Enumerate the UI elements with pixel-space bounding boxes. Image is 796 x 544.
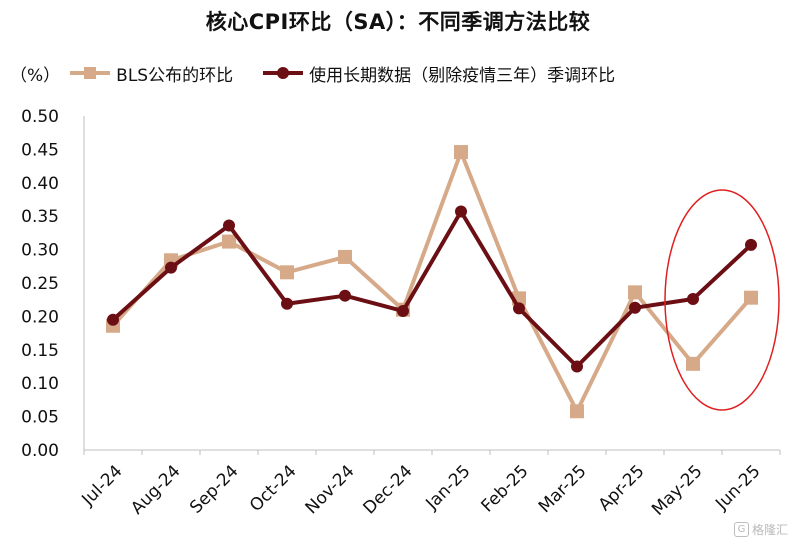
x-tick-label: Apr-25 — [595, 461, 649, 515]
data-point-bls — [686, 356, 700, 371]
data-point-bls — [280, 265, 294, 280]
data-point-long-term — [629, 301, 641, 314]
data-point-bls — [570, 404, 584, 419]
legend-item-bls: BLS公布的环比 — [70, 61, 233, 86]
data-point-bls — [454, 145, 468, 160]
x-tick-label: Jan-25 — [422, 461, 475, 514]
data-point-long-term — [687, 293, 699, 306]
data-point-long-term — [281, 297, 293, 310]
chart-legend: （%） BLS公布的环比 使用长期数据（剔除疫情三年）季调环比 — [10, 56, 615, 90]
y-tick-label: 0.50 — [21, 107, 59, 127]
y-tick-label: 0.05 — [21, 408, 59, 428]
y-tick-label: 0.15 — [21, 341, 59, 361]
data-point-long-term — [107, 313, 119, 326]
x-tick-label: Mar-25 — [535, 461, 591, 517]
data-point-long-term — [571, 360, 583, 373]
watermark-logo-icon: G — [733, 522, 749, 537]
x-tick-label: Feb-25 — [477, 461, 532, 516]
legend-swatch-long-term — [263, 67, 304, 79]
legend-swatch-bls — [70, 67, 111, 79]
data-point-long-term — [745, 238, 757, 251]
series-line-1 — [111, 209, 753, 369]
y-tick-label: 0.00 — [21, 441, 59, 461]
x-tick-label: Jul-24 — [78, 461, 127, 510]
x-tick-label: May-25 — [648, 461, 706, 519]
chart-title: 核心CPI环比（SA）：不同季调方法比较 — [205, 10, 591, 34]
watermark-text: 格隆汇 — [751, 523, 788, 537]
y-tick-label: 0.35 — [21, 207, 59, 227]
data-point-long-term — [455, 205, 467, 218]
legend-label-bls: BLS公布的环比 — [116, 65, 234, 86]
data-point-long-term — [513, 302, 525, 315]
data-point-long-term — [165, 261, 177, 274]
y-tick-label: 0.25 — [21, 274, 59, 294]
y-tick-label: 0.10 — [21, 374, 59, 394]
x-tick-label: Dec-24 — [359, 461, 416, 518]
data-point-bls — [338, 249, 352, 264]
x-tick-label: Oct-24 — [246, 461, 301, 516]
legend-label-long-term: 使用长期数据（剔除疫情三年）季调环比 — [309, 65, 616, 86]
series-line-0 — [111, 150, 753, 414]
data-point-bls — [628, 285, 642, 300]
x-tick-label: Nov-24 — [302, 461, 359, 518]
x-tick-label: Sep-24 — [186, 461, 242, 517]
data-point-long-term — [397, 305, 409, 318]
y-tick-label: 0.45 — [21, 140, 59, 160]
x-tick-label: Aug-24 — [127, 461, 184, 518]
legend-item-long-term: 使用长期数据（剔除疫情三年）季调环比 — [263, 61, 615, 86]
y-tick-label: 0.30 — [21, 241, 59, 261]
y-tick-label: 0.20 — [21, 307, 59, 327]
highlight-ellipse — [664, 189, 780, 411]
data-point-long-term — [339, 289, 351, 302]
watermark: G 格隆汇 — [733, 521, 788, 538]
data-point-bls — [222, 234, 236, 249]
data-point-long-term — [223, 219, 235, 232]
x-tick-label: Jun-25 — [711, 461, 764, 514]
data-point-bls — [744, 290, 758, 305]
y-tick-label: 0.40 — [21, 174, 59, 194]
unit-label: （%） — [10, 65, 61, 86]
